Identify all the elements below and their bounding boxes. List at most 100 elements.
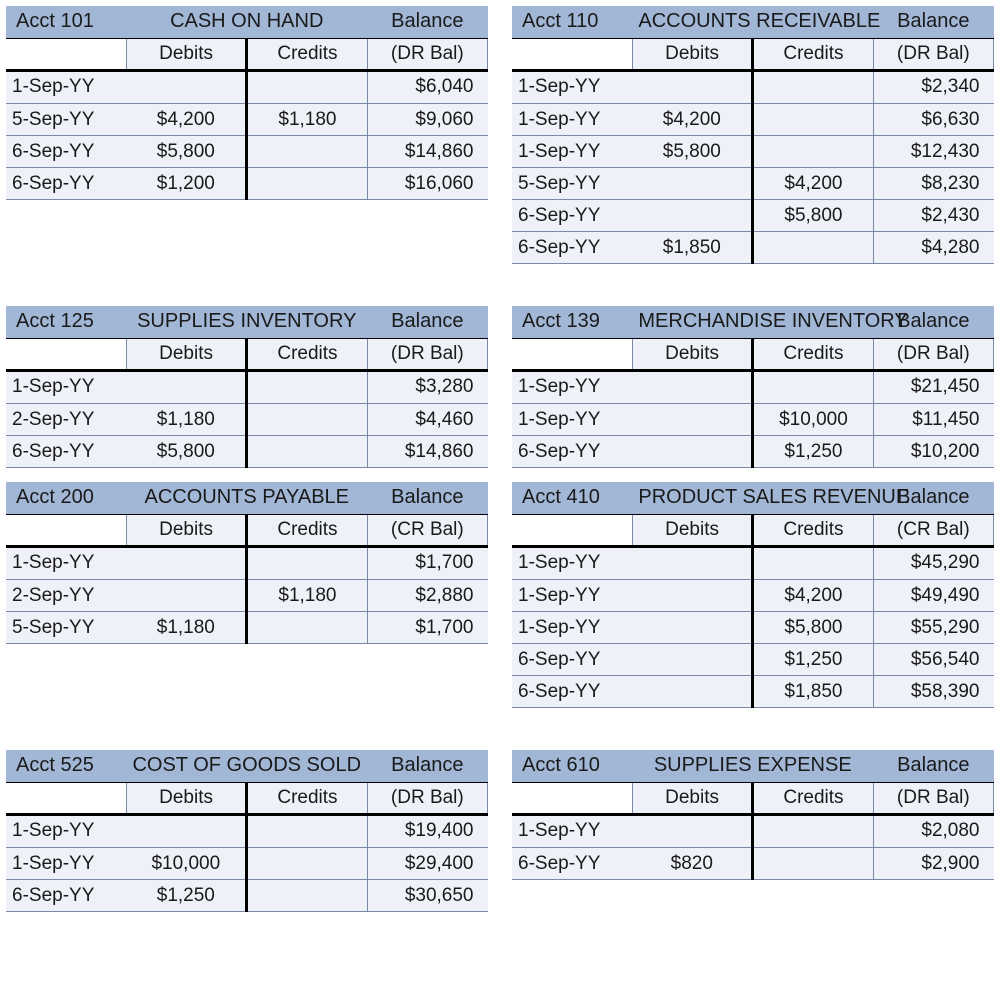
col-balance-type: (DR Bal) xyxy=(873,782,993,814)
cell-debit: $820 xyxy=(632,848,752,880)
cell-debit xyxy=(126,816,246,848)
col-balance-type: (DR Bal) xyxy=(873,38,993,70)
cell-credit xyxy=(247,404,367,436)
acct-name: CASH ON HAND xyxy=(126,6,367,38)
acct-number: Acct 200 xyxy=(6,482,126,514)
cell-credit xyxy=(247,612,367,644)
cell-date: 1-Sep-YY xyxy=(6,372,126,404)
cell-date: 5-Sep-YY xyxy=(512,168,632,200)
acct-number: Acct 410 xyxy=(512,482,632,514)
table-row: 1-Sep-YY$4,200$49,490 xyxy=(512,580,994,612)
acct-number: Acct 139 xyxy=(512,306,632,338)
table-row: 2-Sep-YY$1,180$4,460 xyxy=(6,404,488,436)
acct-number: Acct 610 xyxy=(512,750,632,782)
table-row: 6-Sep-YY$5,800$14,860 xyxy=(6,136,488,168)
ledger-table: Acct 110ACCOUNTS RECEIVABLEBalanceDebits… xyxy=(512,6,994,264)
cell-credit xyxy=(247,372,367,404)
cell-date: 6-Sep-YY xyxy=(512,644,632,676)
col-debits: Debits xyxy=(126,338,246,370)
table-row: 1-Sep-YY$5,800$12,430 xyxy=(512,136,994,168)
ledger-table: Acct 525COST OF GOODS SOLDBalanceDebitsC… xyxy=(6,750,488,912)
table-row: 1-Sep-YY $10,000$11,450 xyxy=(512,404,994,436)
cell-credit: $1,180 xyxy=(247,104,367,136)
col-balance-type: (CR Bal) xyxy=(367,514,487,546)
table-row: 1-Sep-YY$1,700 xyxy=(6,548,488,580)
cell-balance: $58,390 xyxy=(873,676,993,708)
cell-credit: $1,180 xyxy=(247,580,367,612)
col-balance-type: (CR Bal) xyxy=(873,514,993,546)
cell-date: 1-Sep-YY xyxy=(512,136,632,168)
table-row: 1-Sep-YY$10,000$29,400 xyxy=(6,848,488,880)
cell-balance: $19,400 xyxy=(367,816,487,848)
acct-name: ACCOUNTS RECEIVABLE xyxy=(632,6,873,38)
cell-date: 1-Sep-YY xyxy=(512,816,632,848)
cell-debit xyxy=(126,580,246,612)
cell-credit: $4,200 xyxy=(753,168,873,200)
cell-balance: $56,540 xyxy=(873,644,993,676)
cell-debit: $1,250 xyxy=(126,880,246,912)
col-credits: Credits xyxy=(753,338,873,370)
table-row: 1-Sep-YY$5,800$55,290 xyxy=(512,612,994,644)
cell-balance: $11,450 xyxy=(873,404,993,436)
acct-name: ACCOUNTS PAYABLE xyxy=(126,482,367,514)
cell-date: 5-Sep-YY xyxy=(6,612,126,644)
table-row: 6-Sep-YY$1,250$56,540 xyxy=(512,644,994,676)
cell-date: 1-Sep-YY xyxy=(6,548,126,580)
col-date-blank xyxy=(512,38,632,70)
cell-credit: $10,000 xyxy=(753,404,873,436)
table-row: 1-Sep-YY$21,450 xyxy=(512,372,994,404)
balance-label: Balance xyxy=(367,750,487,782)
cell-date: 6-Sep-YY xyxy=(512,676,632,708)
cell-date: 6-Sep-YY xyxy=(512,436,632,468)
cell-credit xyxy=(247,548,367,580)
acct-number: Acct 101 xyxy=(6,6,126,38)
table-row: 6-Sep-YY$1,250$30,650 xyxy=(6,880,488,912)
cell-credit xyxy=(247,848,367,880)
ledger-525: Acct 525COST OF GOODS SOLDBalanceDebitsC… xyxy=(6,750,488,912)
cell-date: 2-Sep-YY xyxy=(6,580,126,612)
acct-name: SUPPLIES INVENTORY xyxy=(126,306,367,338)
col-date-blank xyxy=(512,782,632,814)
cell-credit xyxy=(247,72,367,104)
col-balance-type: (DR Bal) xyxy=(873,338,993,370)
cell-debit xyxy=(126,548,246,580)
cell-balance: $2,430 xyxy=(873,200,993,232)
acct-name: SUPPLIES EXPENSE xyxy=(632,750,873,782)
col-debits: Debits xyxy=(126,514,246,546)
cell-debit: $5,800 xyxy=(126,436,246,468)
cell-credit xyxy=(247,168,367,200)
cell-credit xyxy=(753,848,873,880)
table-row: 5-Sep-YY$4,200$8,230 xyxy=(512,168,994,200)
acct-name: PRODUCT SALES REVENUE xyxy=(632,482,873,514)
cell-date: 1-Sep-YY xyxy=(512,404,632,436)
col-debits: Debits xyxy=(126,38,246,70)
cell-balance: $2,900 xyxy=(873,848,993,880)
col-date-blank xyxy=(512,514,632,546)
cell-debit: $1,850 xyxy=(632,232,752,264)
col-debits: Debits xyxy=(632,782,752,814)
cell-debit: $4,200 xyxy=(632,104,752,136)
cell-credit xyxy=(753,548,873,580)
cell-date: 6-Sep-YY xyxy=(512,200,632,232)
cell-credit: $5,800 xyxy=(753,612,873,644)
table-row: 2-Sep-YY$1,180$2,880 xyxy=(6,580,488,612)
cell-balance: $29,400 xyxy=(367,848,487,880)
table-row: 1-Sep-YY$45,290 xyxy=(512,548,994,580)
cell-debit: $1,180 xyxy=(126,612,246,644)
balance-label: Balance xyxy=(367,482,487,514)
ledger-table: Acct 125SUPPLIES INVENTORYBalanceDebitsC… xyxy=(6,306,488,468)
cell-date: 1-Sep-YY xyxy=(512,548,632,580)
cell-credit xyxy=(753,104,873,136)
cell-debit xyxy=(632,548,752,580)
col-credits: Credits xyxy=(247,338,367,370)
cell-balance: $2,340 xyxy=(873,72,993,104)
cell-credit: $5,800 xyxy=(753,200,873,232)
acct-number: Acct 125 xyxy=(6,306,126,338)
balance-label: Balance xyxy=(367,6,487,38)
col-credits: Credits xyxy=(753,514,873,546)
cell-debit: $5,800 xyxy=(126,136,246,168)
table-row: 1-Sep-YY$2,340 xyxy=(512,72,994,104)
table-row: 1-Sep-YY$6,040 xyxy=(6,72,488,104)
col-credits: Credits xyxy=(753,38,873,70)
table-row: 5-Sep-YY$1,180$1,700 xyxy=(6,612,488,644)
